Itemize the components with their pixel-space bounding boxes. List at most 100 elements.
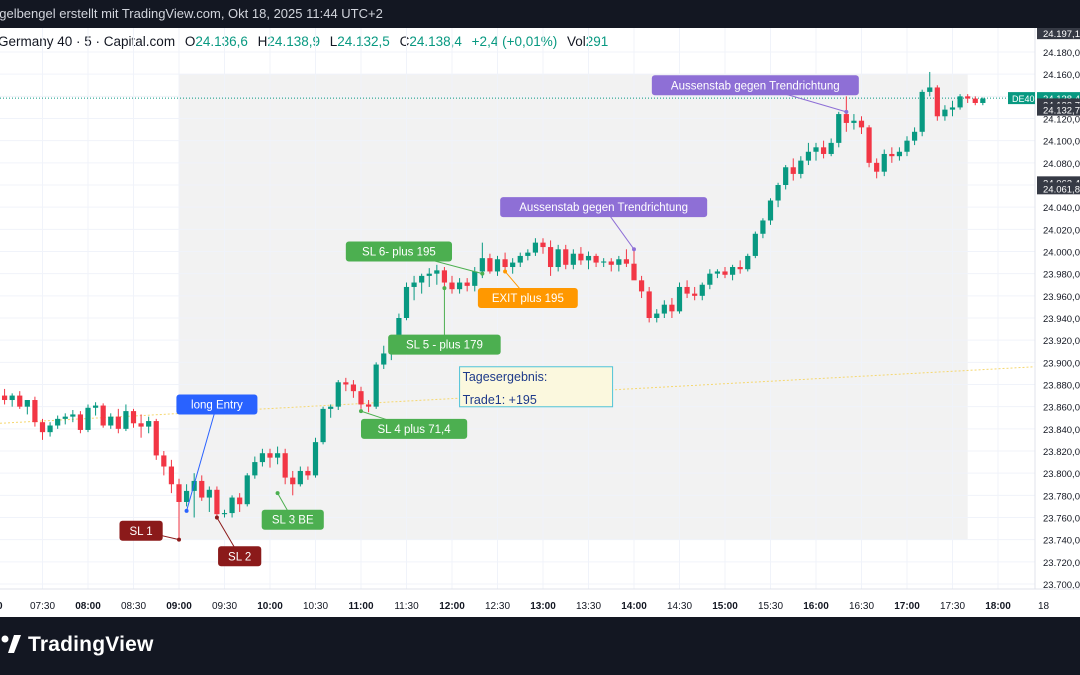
price-tick-label: 24.020,00 (1043, 225, 1080, 236)
time-tick-label: 08:00 (75, 601, 101, 612)
price-tick-label: 23.820,00 (1043, 447, 1080, 458)
candle-body (783, 167, 789, 185)
annotation-label: EXIT plus 195 (492, 293, 564, 305)
candle-body (1, 395, 8, 401)
candle-body (843, 114, 849, 123)
annotation-label-bg (176, 394, 258, 415)
annotation-anchor (480, 271, 485, 276)
candle-body (434, 270, 440, 274)
price-tick-label: 23.880,00 (1043, 381, 1080, 392)
open-label: O (184, 34, 196, 49)
volume-label: Vol (567, 34, 586, 49)
price-axis (1035, 28, 1080, 589)
candle-body (123, 411, 129, 429)
low-label: L (329, 34, 338, 49)
candle-body (669, 304, 675, 312)
candle-body (510, 262, 516, 268)
price-tick-label: 24.160,00 (1043, 70, 1080, 81)
price-tick-label: 23.960,00 (1043, 292, 1080, 303)
time-tick-label: 16:00 (803, 601, 829, 612)
candle-body (601, 261, 607, 263)
candle-body (229, 497, 235, 514)
candle-body (798, 160, 804, 174)
price-tick-label: 23.720,00 (1043, 558, 1080, 569)
price-tag-bg (1037, 182, 1080, 195)
price-tick-label: 23.860,00 (1043, 403, 1080, 414)
candle-body (623, 259, 630, 264)
symbol-legend: Germany 40 · 5 · Capital.com O24.136,6 H… (0, 32, 608, 52)
candle-body (161, 455, 167, 467)
candle-body (441, 270, 448, 283)
candle-body (176, 484, 182, 502)
candle-body (608, 261, 614, 265)
time-tick-label: 08:30 (121, 601, 146, 612)
snapshot-title: ngelbengel erstellt mit TradingView.com,… (0, 6, 383, 21)
candle-body (419, 275, 425, 283)
candle-body (100, 405, 106, 426)
candle-body (426, 273, 432, 276)
price-tick-label: 24.120,00 (1043, 115, 1080, 126)
open-value: 24.136,6 (195, 34, 248, 49)
price-tick-label: 23.700,00 (1043, 580, 1080, 591)
candle-body (760, 220, 766, 234)
price-tick-label: 23.980,00 (1043, 270, 1080, 281)
annotation-label-bg (218, 546, 262, 567)
candle-body (70, 414, 76, 417)
annotation-label-bg (261, 509, 324, 530)
price-tick-label: 23.760,00 (1043, 514, 1080, 525)
time-tick-label: 15:30 (758, 601, 783, 612)
candle-body (661, 304, 667, 314)
annotation-label-bg (500, 197, 708, 218)
time-tick-label: 12:00 (439, 601, 465, 612)
result-line-1: Tagesergebnis: (463, 370, 548, 384)
candle-body (282, 453, 288, 478)
time-tick-label: 09:30 (212, 601, 237, 612)
candle-body (244, 475, 250, 505)
candle-body (479, 258, 485, 272)
time-tick-label: 17:00 (894, 601, 920, 612)
candle-body (646, 291, 652, 318)
candle-body (745, 255, 751, 270)
candle-body (638, 280, 645, 292)
time-tick-label: 09:00 (166, 601, 192, 612)
annotation-label: SL 1 (129, 526, 152, 538)
annotation-label-bg (345, 241, 453, 262)
annotation-label-bg (388, 334, 501, 355)
candle-body (153, 421, 159, 456)
volume-value: 291 (585, 34, 609, 49)
candle-body (616, 259, 622, 265)
price-tick-label: 23.780,00 (1043, 491, 1080, 502)
annotation-anchor (632, 247, 636, 252)
candle-body (267, 453, 273, 458)
candle-body (942, 109, 948, 117)
low-value: 24.132,5 (337, 34, 390, 49)
annotation-anchor (503, 269, 508, 274)
footer-bar: TradingView (0, 617, 1080, 675)
candle-body (381, 353, 387, 365)
time-tick-label: 07:30 (30, 601, 55, 612)
candle-body (684, 286, 690, 294)
candle-body (965, 96, 971, 99)
candle-body (578, 253, 584, 261)
candle-body (722, 271, 728, 275)
candle-body (790, 167, 796, 174)
annotation-anchor (177, 537, 181, 542)
candle-body (881, 153, 887, 172)
candle-body (320, 408, 326, 443)
candle-body (206, 489, 212, 498)
candle-body (525, 252, 531, 256)
price-tick-label: 23.940,00 (1043, 314, 1080, 325)
symbol-tag-bg (1008, 92, 1035, 105)
candle-body (312, 442, 319, 476)
candle-body (92, 405, 99, 408)
candle-body (259, 453, 266, 463)
time-tick-label: 11:00 (348, 601, 373, 612)
price-chart[interactable]: long Entry SL 1 SL 2 SL 3 BE SL 4 plus 71,4 S… (0, 28, 1080, 617)
candle-body (767, 200, 774, 221)
time-tick-label: 18:00 (985, 601, 1011, 612)
candle-body (502, 259, 508, 268)
candle-body (676, 286, 683, 312)
candle-body (532, 242, 539, 253)
tradingview-logo-icon (1, 635, 21, 653)
candle-body (540, 242, 546, 248)
